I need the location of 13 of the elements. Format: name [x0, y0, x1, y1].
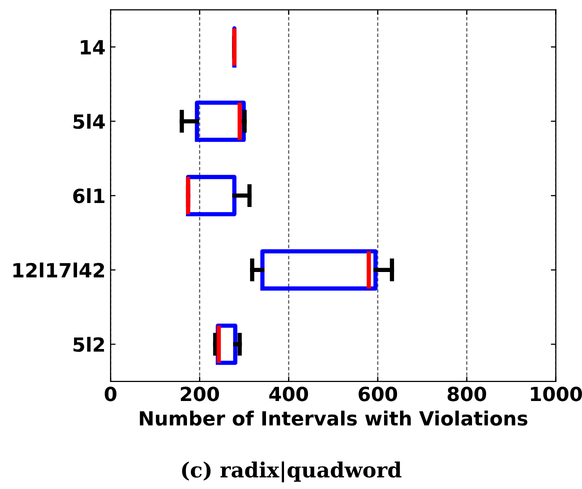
y-tick-label: 5l2	[73, 336, 104, 352]
x-tick-label: 200	[180, 386, 219, 402]
text: (c) radix|quadword	[182, 461, 402, 482]
x-tick-label: 1000	[530, 386, 582, 402]
x-axis-title: Number of Intervals with Violations	[140, 410, 528, 426]
y-tick-label: 5l4	[73, 114, 105, 129]
y-tick-label: 6l1	[73, 188, 104, 204]
x-tick-label: 400	[269, 386, 308, 402]
x-tick-label: 800	[448, 386, 486, 402]
y-tick-label: 12l17l42	[13, 262, 104, 278]
x-tick-label: 0	[104, 386, 116, 402]
x-tick-label: 600	[358, 386, 398, 402]
y-tick-label: 14	[80, 40, 105, 54]
